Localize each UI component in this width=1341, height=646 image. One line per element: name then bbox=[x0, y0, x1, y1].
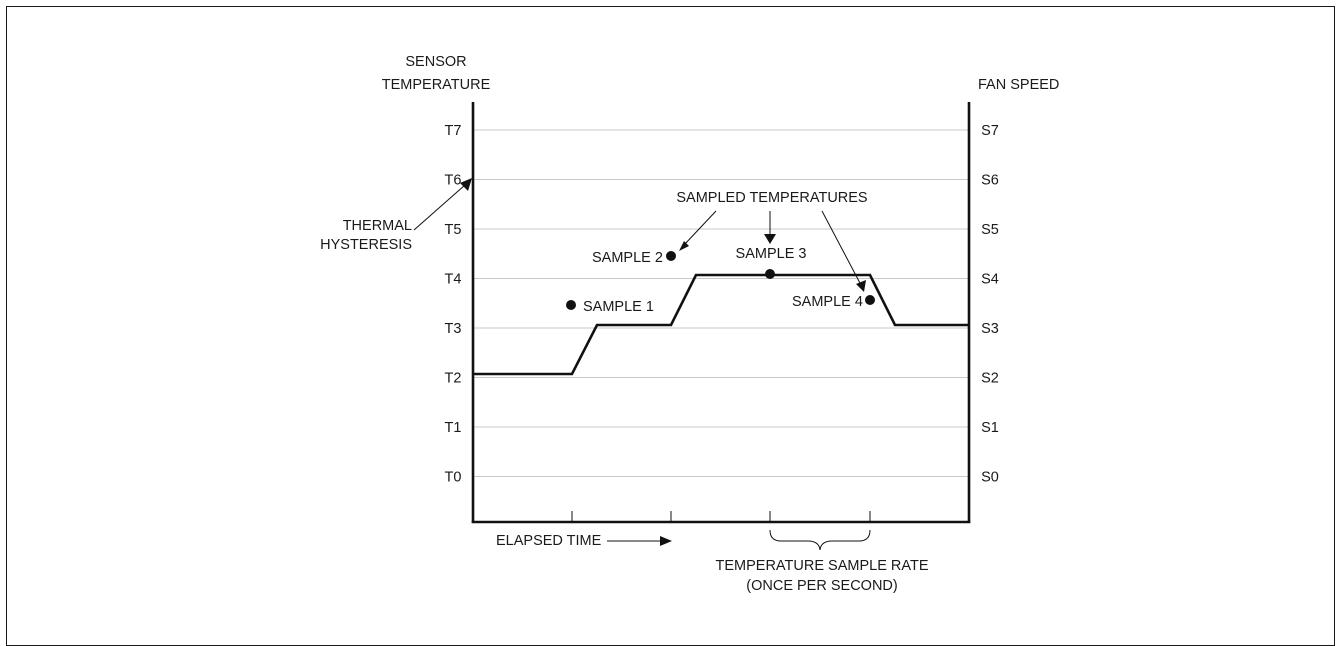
callout-arrow-sample-4-line bbox=[821, 210, 862, 286]
thermal-hysteresis-line1: THERMAL bbox=[343, 218, 412, 234]
elapsed-time-arrow-head bbox=[660, 536, 672, 546]
sampled-temperatures-label: SAMPLED TEMPERATURES bbox=[676, 190, 867, 206]
sample-2-point bbox=[666, 251, 676, 261]
left-axis-title-line2: TEMPERATURE bbox=[382, 77, 491, 93]
right-tick-label: S1 bbox=[981, 420, 999, 436]
callout-arrow-sample-2-head bbox=[679, 241, 689, 251]
sample-rate-brace bbox=[769, 529, 871, 551]
right-tick-label: S0 bbox=[981, 470, 999, 486]
right-tick-label: S3 bbox=[981, 321, 999, 337]
right-tick-label: S2 bbox=[981, 371, 999, 387]
left-tick-labels: T7 T6 T5 T4 T3 T2 T1 T0 bbox=[445, 123, 462, 486]
thermal-hysteresis-line2: HYSTERESIS bbox=[320, 237, 412, 253]
left-tick-label: T0 bbox=[445, 470, 462, 486]
sample-4-label: SAMPLE 4 bbox=[792, 294, 863, 310]
grid-lines bbox=[474, 129, 968, 477]
left-axis-title-line1: SENSOR bbox=[405, 54, 466, 70]
thermal-hysteresis-arrow-head bbox=[460, 178, 472, 191]
right-tick-label: S4 bbox=[981, 272, 999, 288]
right-tick-labels: S7 S6 S5 S4 S3 S2 S1 S0 bbox=[981, 123, 999, 486]
right-tick-label: S7 bbox=[981, 123, 999, 139]
right-tick-label: S6 bbox=[981, 173, 999, 189]
sample-1-label: SAMPLE 1 bbox=[583, 299, 654, 315]
sample-1-point bbox=[566, 300, 576, 310]
callout-arrow-sample-4-head bbox=[856, 280, 866, 292]
left-tick-label: T7 bbox=[445, 123, 462, 139]
left-tick-label: T1 bbox=[445, 420, 462, 436]
sample-3-point bbox=[765, 269, 775, 279]
sample-rate-label-line1: TEMPERATURE SAMPLE RATE bbox=[716, 558, 929, 574]
sample-2-label: SAMPLE 2 bbox=[592, 250, 663, 266]
left-tick-label: T4 bbox=[445, 272, 462, 288]
callout-arrow-sample-2-line bbox=[683, 210, 717, 246]
fan-speed-profile bbox=[473, 273, 969, 376]
left-tick-label: T6 bbox=[445, 173, 462, 189]
sample-4-point bbox=[865, 295, 875, 305]
right-axis-title: FAN SPEED bbox=[978, 77, 1059, 93]
left-tick-label: T2 bbox=[445, 371, 462, 387]
sample-3-label: SAMPLE 3 bbox=[736, 246, 807, 262]
callout-arrow-sample-3-head bbox=[764, 234, 776, 244]
right-tick-label: S5 bbox=[981, 222, 999, 238]
elapsed-time-label: ELAPSED TIME bbox=[496, 533, 602, 549]
left-tick-label: T5 bbox=[445, 222, 462, 238]
sample-rate-label-line2: (ONCE PER SECOND) bbox=[746, 578, 897, 594]
left-tick-label: T3 bbox=[445, 321, 462, 337]
thermal-hysteresis-arrow-line bbox=[413, 184, 466, 231]
